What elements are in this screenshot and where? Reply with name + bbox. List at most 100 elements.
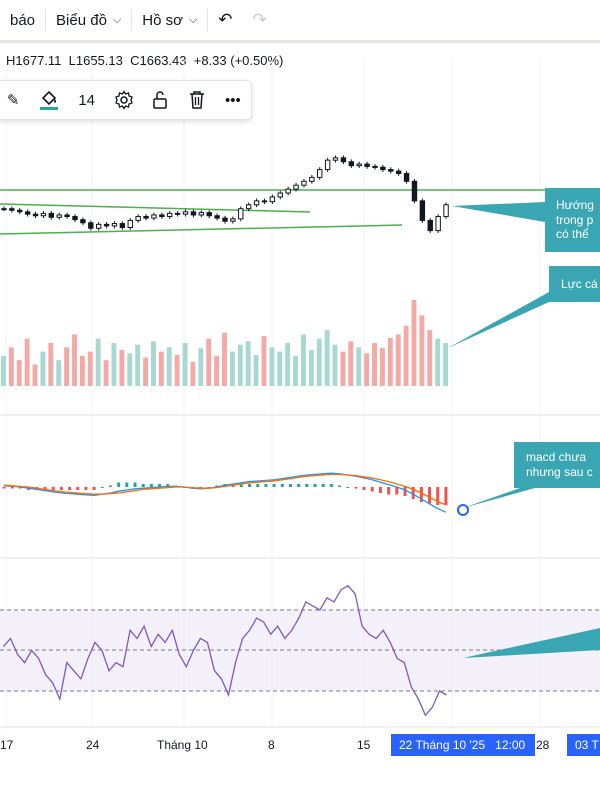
macd-histogram-bar (108, 485, 112, 487)
trend-callout-line3: có thể (556, 227, 589, 241)
trash-icon[interactable] (178, 81, 214, 119)
macd-histogram-bar (403, 487, 407, 496)
trendline-upper[interactable] (0, 203, 311, 213)
anchor-handle[interactable] (457, 504, 469, 516)
macd-histogram-bar (288, 484, 292, 487)
toolbar-divider (45, 9, 47, 31)
macd-callout[interactable] (514, 442, 600, 488)
volume-bar (324, 330, 330, 386)
volume-bar (245, 341, 251, 386)
volume-bar (308, 349, 314, 386)
candle-body (395, 170, 402, 174)
volume-bar (40, 351, 46, 386)
candle-body (135, 216, 141, 221)
x-tick-label: 24 (86, 738, 100, 752)
volume-bar (261, 336, 267, 386)
candle-body (380, 166, 386, 171)
candle-body (80, 219, 86, 224)
macd-histogram-bar (362, 487, 366, 490)
pencil-icon[interactable]: ✎ (6, 92, 20, 109)
candle-body (372, 165, 378, 168)
macd-histogram-bar (411, 487, 415, 499)
volume-bar (411, 300, 417, 386)
candle-body (95, 223, 102, 229)
candle-body (32, 213, 39, 217)
macd-histogram-bar (297, 484, 301, 487)
chevron-down-icon: ⌵ (112, 13, 122, 26)
volume-bar (277, 351, 283, 386)
alerts-label: báo (10, 11, 36, 29)
more-icon[interactable]: ••• (224, 91, 241, 109)
candle-body (403, 172, 410, 182)
macd-histogram (2, 482, 448, 505)
candle-body (127, 219, 133, 228)
ohlc-high: H1677.11 (6, 53, 62, 68)
macd-histogram-bar (68, 487, 72, 490)
volume-bar (95, 338, 101, 386)
paint-bucket-icon[interactable] (31, 81, 67, 119)
volume-bar (127, 353, 133, 386)
macd-histogram-bar (239, 484, 243, 487)
macd-histogram-bar (149, 484, 153, 487)
rsi-callout-pointer[interactable] (463, 628, 600, 658)
volume-bar (316, 338, 322, 386)
trendline-lower[interactable] (0, 224, 403, 235)
volume-bar (301, 334, 306, 386)
macd-histogram-bar (370, 487, 374, 492)
macd-histogram-bar (444, 487, 448, 505)
settings-icon[interactable] (106, 81, 142, 119)
candle-body (253, 200, 260, 206)
candle-body (238, 208, 244, 220)
chart-menu[interactable]: Biểu đồ ⌵ (46, 0, 131, 40)
macd-histogram-bar (10, 487, 14, 489)
volume-callout[interactable] (549, 266, 600, 302)
candle-body (159, 214, 165, 218)
candle-body (277, 192, 283, 198)
candle-body (119, 223, 126, 228)
volume-bar (198, 348, 204, 386)
volume-bar (166, 347, 172, 386)
macd-histogram-bar (280, 484, 284, 487)
candle-body (293, 184, 299, 190)
volume-bar (48, 343, 54, 386)
x-tick-label: 15 (357, 738, 371, 752)
macd-histogram-bar (272, 484, 276, 487)
trend-callout[interactable] (545, 188, 600, 252)
candle-body (198, 212, 205, 216)
macd-histogram-bar (133, 482, 137, 487)
profile-menu[interactable]: Hồ sơ ⌵ (132, 0, 207, 40)
candle-body (17, 209, 23, 213)
volume-callout-pointer (448, 292, 549, 348)
ohlc-change: +8.33 (+0.50%) (193, 53, 284, 68)
volume-bar (206, 338, 212, 386)
volume-bar (182, 343, 188, 386)
ohlc-legend: H1677.11 L1655.13 C1663.43 +8.33 (+0.50%… (6, 53, 283, 68)
toolbar-divider (207, 9, 209, 31)
line-width-value[interactable]: 14 (78, 91, 96, 109)
macd-histogram-bar (428, 487, 432, 504)
unlock-icon[interactable] (142, 81, 178, 119)
candle-body (261, 200, 268, 203)
ohlc-close: C1663.43 (130, 53, 187, 68)
trend-callout-line2: trong p (556, 213, 594, 227)
volume-bar (135, 344, 141, 386)
candle-body (24, 211, 31, 215)
candle-body (348, 161, 355, 167)
volume-bar (293, 355, 298, 386)
macd-histogram-bar (51, 487, 55, 490)
candle-body (103, 223, 110, 227)
alerts-menu[interactable]: báo (0, 0, 45, 40)
macd-histogram-bar (378, 487, 382, 493)
trend-callout-pointer (452, 202, 545, 222)
candle-body (206, 212, 212, 217)
candle-body (143, 216, 149, 219)
undo-icon[interactable]: ↶ (218, 10, 233, 29)
volume-bar (214, 355, 220, 386)
candle-body (9, 208, 15, 211)
rsi-line (3, 584, 447, 717)
candle-body (111, 223, 118, 227)
chart-menu-label: Biểu đồ (56, 11, 107, 29)
macd-histogram-bar (166, 484, 170, 487)
redo-icon[interactable]: ↷ (252, 10, 267, 29)
